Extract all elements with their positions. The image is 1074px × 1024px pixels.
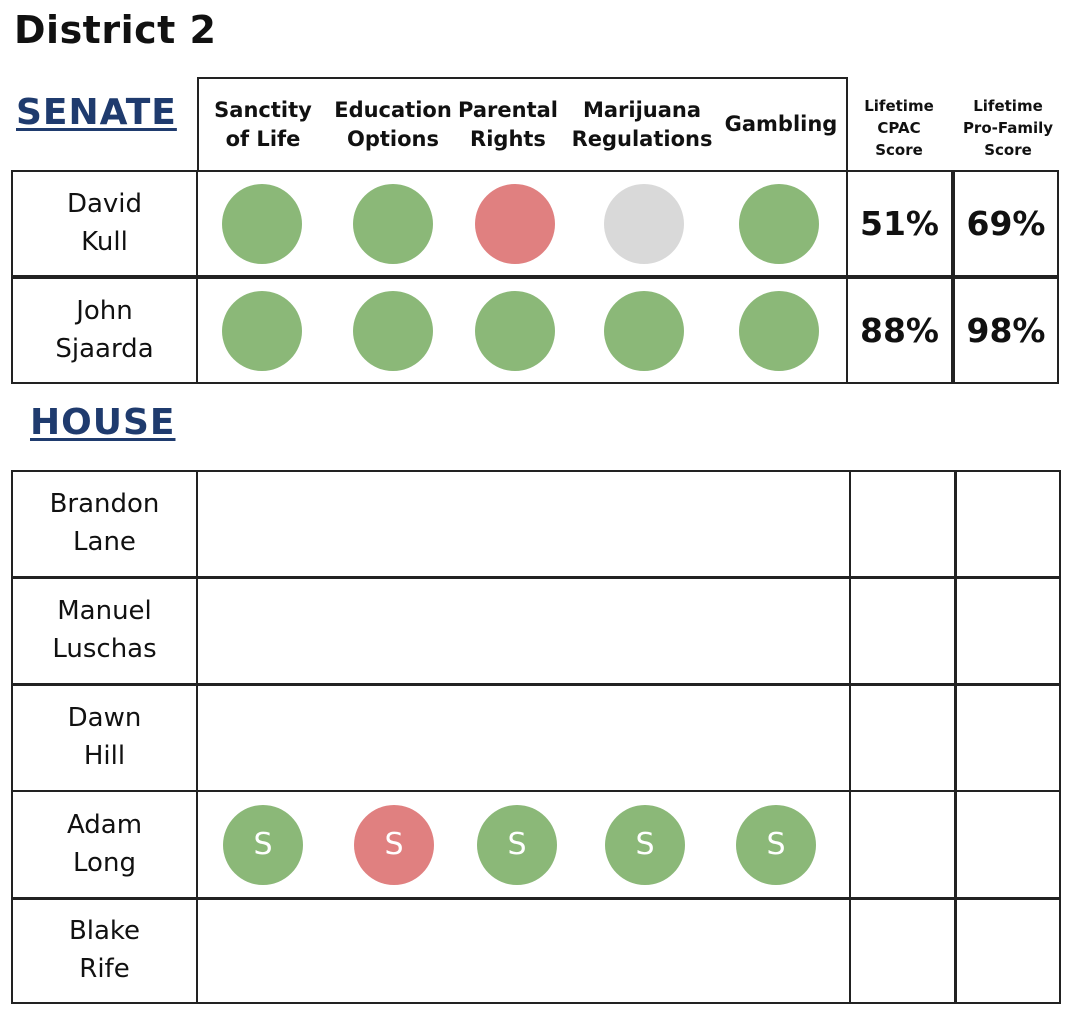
pro-family-score: 69% (953, 170, 1059, 277)
position-support-dot (353, 183, 433, 264)
position-neutral-dot (604, 183, 684, 264)
cpac-score (849, 470, 956, 578)
issue-header-4: Gambling (724, 112, 838, 137)
house-heading: HOUSE (30, 402, 176, 443)
senate-heading: SENATE (16, 92, 177, 133)
position-support-dot (604, 290, 684, 371)
position-support-dot: S (223, 804, 303, 885)
position-support-dot: S (736, 804, 816, 885)
position-support-dot (222, 183, 302, 264)
position-support-dot (353, 290, 433, 371)
cpac-score (849, 684, 956, 792)
cpac-score (849, 898, 956, 1004)
candidate-name: David Kull (11, 170, 198, 277)
pro-family-score (955, 577, 1061, 685)
issue-header-1: Education Options (334, 98, 452, 151)
cpac-score (849, 790, 956, 899)
pro-family-score: 98% (953, 277, 1059, 384)
positions-row (196, 898, 851, 1004)
cpac-score-header: Lifetime CPAC Score (864, 97, 934, 159)
position-oppose-dot (475, 183, 555, 264)
positions-row (196, 577, 851, 685)
candidate-name: Adam Long (11, 790, 198, 899)
issue-header-0: Sanctity of Life (214, 98, 312, 151)
cpac-score: 51% (846, 170, 953, 277)
issue-header-3: Marijuana Regulations (571, 98, 713, 151)
position-oppose-dot: S (354, 804, 434, 885)
candidate-name: Blake Rife (11, 898, 198, 1004)
candidate-name: John Sjaarda (11, 277, 198, 384)
position-support-dot (739, 290, 819, 371)
pro-family-score (955, 790, 1061, 899)
cpac-score: 88% (846, 277, 953, 384)
pro-family-score (955, 470, 1061, 578)
issue-header-2: Parental Rights (458, 98, 558, 151)
page-title: District 2 (14, 8, 217, 52)
pro-family-score-header: Lifetime Pro-Family Score (962, 97, 1054, 159)
cpac-score (849, 577, 956, 685)
issue-header-frame (197, 77, 848, 172)
position-support-dot: S (477, 804, 557, 885)
candidate-name: Brandon Lane (11, 470, 198, 578)
pro-family-score (955, 684, 1061, 792)
candidate-name: Dawn Hill (11, 684, 198, 792)
positions-row (196, 470, 851, 578)
position-support-dot (739, 183, 819, 264)
candidate-name: Manuel Luschas (11, 577, 198, 685)
positions-row (196, 684, 851, 792)
position-support-dot: S (605, 804, 685, 885)
position-support-dot (475, 290, 555, 371)
position-support-dot (222, 290, 302, 371)
pro-family-score (955, 898, 1061, 1004)
